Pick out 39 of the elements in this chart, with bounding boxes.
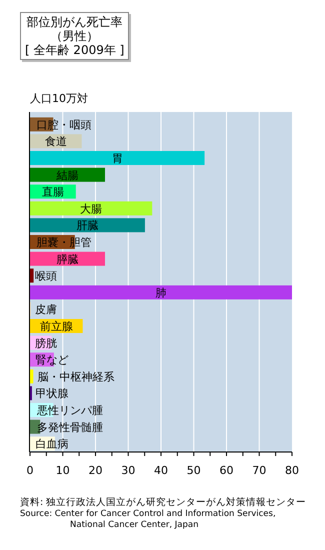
y-tick-label: 食道 <box>44 135 67 148</box>
bar <box>30 369 34 384</box>
x-tick-label: 20 <box>88 464 102 477</box>
y-tick-label: 膀胱 <box>35 336 57 350</box>
bar <box>30 268 34 283</box>
x-tick-label: 70 <box>252 464 266 477</box>
y-tick-label: 喉頭 <box>35 270 57 283</box>
x-axis-title: 人口10万対 <box>30 92 88 105</box>
x-tick-label: 40 <box>154 464 168 477</box>
bar <box>30 285 292 300</box>
bar <box>30 201 152 216</box>
text: 資料: 独立行政法人国立がん研究センターがん対策情報センター <box>20 496 306 508</box>
title: 部位別がん死亡率 （男性） [ 全年齢 2009年 ] <box>20 12 130 60</box>
y-tick-label: 腎など <box>36 354 68 367</box>
y-tick-label: 皮膚 <box>35 303 57 316</box>
bar <box>30 218 145 232</box>
y-tick-label: 甲状腺 <box>36 387 68 400</box>
y-tick-label: 膵臓 <box>56 252 78 266</box>
y-tick-label: 大腸 <box>80 202 102 216</box>
chart-subtitle: （男性） [ 全年齢 2009年 ] <box>25 29 124 57</box>
y-tick-label: 結腸 <box>56 168 78 182</box>
chart-title: 部位別がん死亡率 <box>26 15 124 29</box>
y-tick-label: 白血病 <box>36 438 68 451</box>
x-tick-label: 10 <box>56 464 70 477</box>
x-tick-label: 30 <box>121 464 136 477</box>
source-note: Source: Center for Cancer Control and Information Services, <box>20 509 276 519</box>
y-tick-label: 脳・中枢神経系 <box>38 370 114 384</box>
text: National Cancer Center, Japan <box>70 520 198 530</box>
x-tick-label: 60 <box>220 464 234 477</box>
y-tick-label: 胃 <box>112 152 123 165</box>
y-tick-label: 悪性リンパ腫 <box>36 404 103 417</box>
bar <box>30 151 205 165</box>
y-tick-label: 肝臓 <box>76 219 98 232</box>
x-tick-label: 0 <box>26 464 34 477</box>
x-tick-label: 80 <box>285 464 299 477</box>
y-tick-label: 前立腺 <box>40 320 73 333</box>
y-tick-label: 直腸 <box>42 186 64 199</box>
y-tick-label: 肺 <box>156 286 166 300</box>
x-tick-label: 50 <box>186 464 201 477</box>
